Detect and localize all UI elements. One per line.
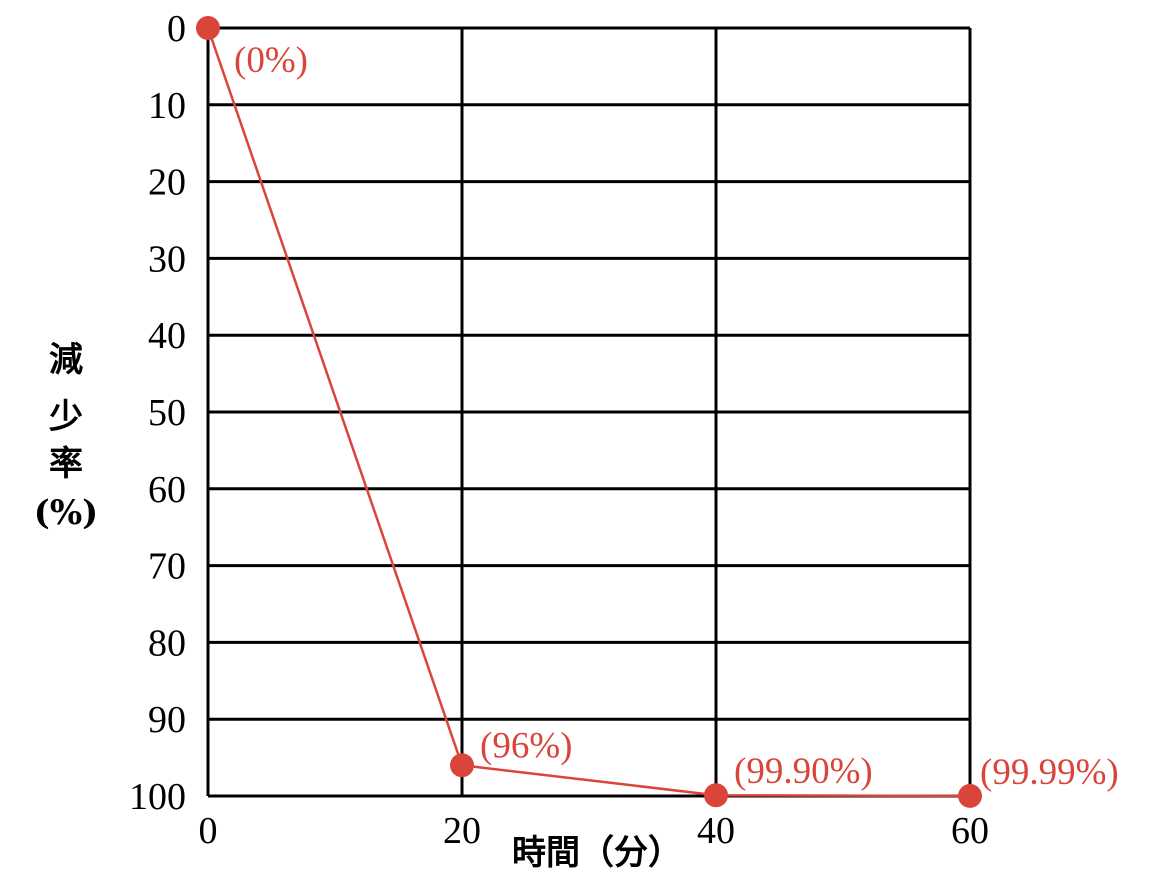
- x-tick-label: 60: [951, 810, 989, 852]
- y-tick-label: 60: [148, 469, 186, 511]
- y-tick-label: 40: [148, 315, 186, 357]
- y-axis-title-part: 減: [49, 340, 83, 380]
- data-point: [704, 783, 728, 808]
- x-tick-label: 20: [443, 810, 481, 852]
- y-axis-title-part: 少: [49, 397, 83, 437]
- data-label: (99.90%): [734, 751, 873, 792]
- y-axis-title-part: (%): [34, 493, 98, 533]
- x-tick-labels: 0 20 40 60: [199, 810, 990, 852]
- y-tick-label: 0: [167, 8, 186, 50]
- y-tick-label: 90: [148, 699, 186, 741]
- data-label: (99.99%): [980, 752, 1119, 793]
- y-axis-title: 減少率 (%): [34, 340, 98, 533]
- series-layer: (0%) (96%) (99.90%) (99.99%): [196, 16, 1119, 808]
- y-tick-label: 70: [148, 546, 186, 588]
- data-point: [196, 16, 220, 40]
- y-tick-label: 30: [148, 238, 186, 280]
- y-tick-label: 80: [148, 622, 186, 664]
- y-tick-label: 20: [148, 162, 186, 204]
- data-point: [958, 783, 982, 808]
- y-axis-title-part: 率: [49, 444, 83, 484]
- y-tick-label: 10: [148, 85, 186, 127]
- data-label: (0%): [234, 40, 308, 81]
- data-label: (96%): [480, 725, 572, 766]
- grid: [206, 26, 972, 798]
- y-tick-label: 100: [129, 776, 186, 818]
- y-tick-labels: 0 10 20 30 40 50 60 70 80 90 100: [129, 8, 186, 818]
- x-tick-label: 40: [697, 810, 735, 852]
- x-axis-title: 時間（分）: [512, 833, 682, 873]
- y-tick-label: 50: [148, 392, 186, 434]
- x-tick-label: 0: [199, 810, 218, 852]
- series-line: [206, 27, 971, 798]
- data-point: [450, 753, 474, 778]
